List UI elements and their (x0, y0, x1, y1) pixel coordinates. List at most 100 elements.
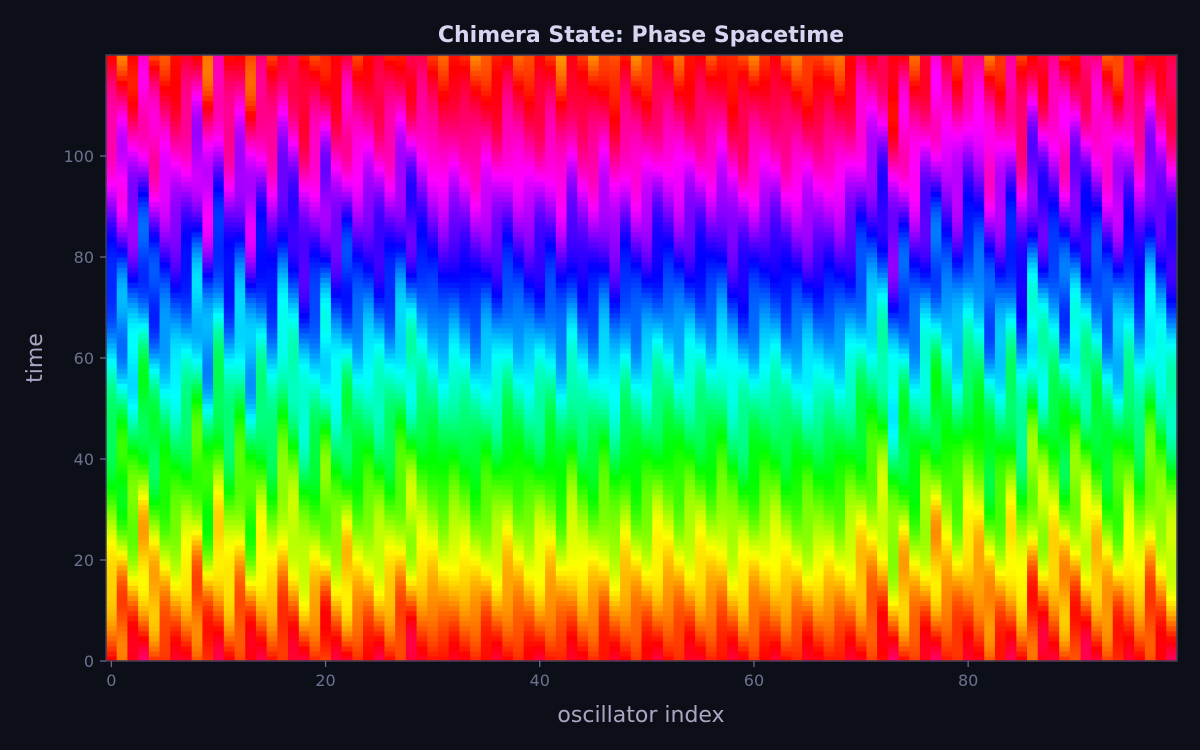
heatmap-cell (373, 494, 386, 500)
heatmap-cell (159, 408, 171, 415)
heatmap-cell (770, 464, 782, 470)
heatmap-cell (1048, 635, 1060, 642)
heatmap-cell (962, 433, 975, 440)
heatmap-cell (448, 408, 461, 415)
heatmap-cell (727, 605, 739, 612)
heatmap-cell (919, 529, 932, 536)
heatmap-cell (759, 615, 771, 622)
heatmap-cell (770, 595, 782, 601)
heatmap-cell (812, 408, 825, 415)
heatmap-cell (887, 625, 900, 632)
heatmap-cell (1123, 610, 1135, 617)
heatmap-cell (341, 650, 353, 657)
heatmap-cell (662, 413, 675, 420)
heatmap-cell (427, 474, 439, 480)
heatmap-cell (566, 504, 578, 511)
heatmap-cell (363, 560, 375, 566)
heatmap-cell (1069, 413, 1082, 420)
heatmap-cell (812, 570, 825, 576)
heatmap-cell (1123, 519, 1135, 526)
heatmap-cell (202, 509, 214, 516)
heatmap-cell (1091, 423, 1103, 430)
heatmap-cell (1112, 469, 1125, 475)
heatmap-cell (170, 509, 182, 516)
heatmap-cell (620, 459, 632, 465)
heatmap-cell (770, 575, 782, 581)
heatmap-cell (695, 464, 707, 470)
heatmap-cell (962, 575, 975, 581)
heatmap-cell (373, 539, 386, 546)
heatmap-cell (684, 655, 696, 662)
heatmap-cell (855, 413, 868, 420)
heatmap-cell (384, 565, 396, 571)
heatmap-cell (673, 595, 685, 601)
heatmap-cell (770, 494, 782, 500)
heatmap-cell (245, 499, 257, 506)
heatmap-cell (1027, 580, 1039, 586)
heatmap-cell (770, 484, 782, 490)
heatmap-cell (1059, 554, 1071, 561)
heatmap-cell (502, 570, 514, 576)
heatmap-cell (373, 443, 386, 450)
heatmap-cell (727, 408, 739, 415)
heatmap-cell (491, 580, 503, 586)
heatmap-cell (877, 630, 889, 637)
heatmap-cell (277, 645, 289, 652)
heatmap-cell (202, 448, 214, 455)
heatmap-cell (363, 514, 375, 521)
heatmap-cell (320, 585, 332, 591)
heatmap-cell (1037, 433, 1050, 440)
heatmap-cell (545, 640, 557, 647)
heatmap-cell (405, 504, 418, 511)
heatmap-cell (127, 519, 139, 526)
heatmap-cell (620, 630, 632, 637)
heatmap-cell (127, 620, 139, 627)
heatmap-cell (737, 413, 750, 420)
heatmap-cell (491, 459, 503, 465)
heatmap-cell (652, 595, 664, 601)
heatmap-cell (395, 554, 407, 561)
heatmap-cell (877, 469, 889, 475)
heatmap-cell (844, 433, 857, 440)
heatmap-cell (727, 474, 739, 480)
heatmap-cell (609, 428, 621, 435)
heatmap-cell (277, 509, 289, 516)
heatmap-cell (802, 640, 814, 647)
heatmap-cell (363, 474, 375, 480)
heatmap-cell (502, 469, 514, 475)
heatmap-cell (180, 605, 193, 612)
heatmap-cell (887, 438, 900, 445)
heatmap-cell (684, 605, 696, 612)
heatmap-cell (1005, 443, 1017, 450)
heatmap-cell (106, 494, 118, 500)
heatmap-cell (994, 499, 1007, 506)
heatmap-cell (705, 645, 718, 652)
heatmap-cell (844, 423, 857, 430)
heatmap-cell (930, 494, 942, 500)
heatmap-cell (416, 469, 428, 475)
heatmap-cell (1016, 554, 1028, 561)
heatmap-cell (973, 565, 985, 571)
heatmap-cell (1123, 554, 1135, 561)
heatmap-cell (470, 640, 482, 647)
heatmap-cell (737, 575, 750, 581)
heatmap-cell (887, 645, 900, 652)
heatmap-cell (512, 539, 525, 546)
heatmap-cell (834, 650, 846, 657)
heatmap-cell (780, 489, 793, 495)
heatmap-cell (202, 544, 214, 551)
heatmap-cell (887, 453, 900, 460)
heatmap-cell (823, 549, 835, 556)
heatmap-cell (652, 504, 664, 511)
heatmap-cell (298, 539, 311, 546)
heatmap-cell (363, 640, 375, 647)
heatmap-cell (684, 489, 696, 495)
heatmap-cell (823, 645, 835, 652)
heatmap-cell (673, 448, 685, 455)
heatmap-cell (480, 640, 493, 647)
heatmap-cell (148, 610, 161, 617)
heatmap-cell (834, 418, 846, 425)
heatmap-cell (1059, 539, 1071, 546)
heatmap-cell (309, 509, 321, 516)
heatmap-cell (952, 509, 964, 516)
